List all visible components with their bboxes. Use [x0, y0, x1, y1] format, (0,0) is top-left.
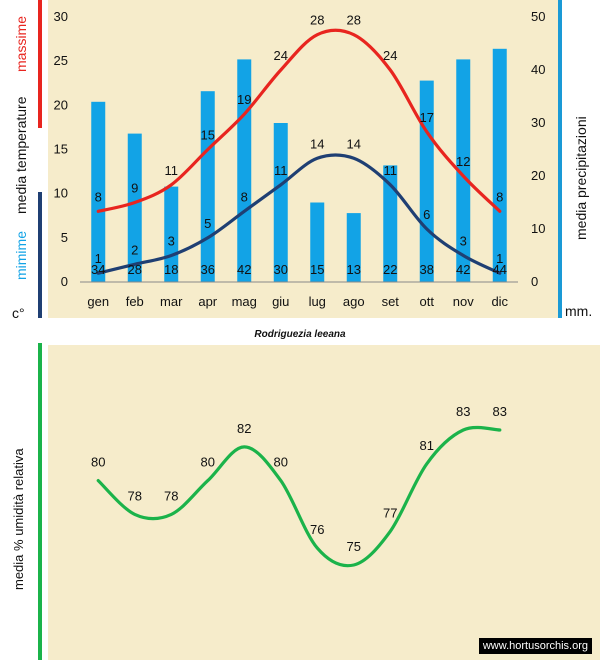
- humidity-label: 81: [420, 438, 434, 453]
- min-temperature-label: 5: [204, 216, 211, 231]
- month-label-lug: lug: [309, 294, 326, 309]
- precipitation-label: 42: [237, 262, 251, 277]
- humidity-label: 80: [201, 455, 215, 470]
- precipitation-bar-giu: [273, 123, 288, 282]
- month-label-gen: gen: [87, 294, 109, 309]
- min-temperature-label: 6: [423, 207, 430, 222]
- min-temperature-label: 3: [168, 234, 175, 249]
- right-tick-label: 10: [531, 221, 545, 236]
- species-subtitle: Rodriguezia leeana: [254, 329, 346, 340]
- axis-title-precipitation: media precipitazioni: [573, 116, 589, 240]
- left-tick-label: 15: [54, 142, 68, 157]
- month-label-ago: ago: [343, 294, 365, 309]
- month-label-nov: nov: [453, 294, 474, 309]
- min-temperature-line: [96, 153, 502, 275]
- left-tick-label: 5: [61, 230, 68, 245]
- month-label-set: set: [382, 294, 400, 309]
- humidity-label: 77: [383, 505, 397, 520]
- humidity-label: 75: [347, 539, 361, 554]
- precipitation-bar-nov: [456, 59, 471, 283]
- precipitation-label: 36: [201, 262, 215, 277]
- min-temperature-label: 8: [241, 189, 248, 204]
- month-label-mag: mag: [232, 294, 257, 309]
- humidity-label: 76: [310, 522, 324, 537]
- precipitation-bar-gen: [91, 101, 106, 282]
- min-temperature-label: 14: [310, 136, 324, 151]
- precipitation-label: 22: [383, 262, 397, 277]
- min-temperature-label: 2: [131, 242, 138, 257]
- watermark-label: www.hortusorchis.org: [478, 638, 592, 654]
- month-label-feb: feb: [126, 294, 144, 309]
- humidity-label: 82: [237, 421, 251, 436]
- min-temperature-label: 11: [274, 163, 288, 178]
- month-label-giu: giu: [272, 294, 289, 309]
- precipitation-bar-lug: [310, 202, 325, 282]
- humidity-label: 83: [456, 404, 470, 419]
- month-label-ott: ott: [420, 294, 435, 309]
- precipitation-label: 28: [128, 262, 142, 277]
- precipitation-label: 42: [456, 262, 470, 277]
- left-tick-label: 20: [54, 97, 68, 112]
- axis-title-min: mimime: [13, 231, 29, 280]
- humidity-label: 80: [274, 455, 288, 470]
- precipitation-label: 13: [347, 262, 361, 277]
- month-label-mar: mar: [160, 294, 183, 309]
- month-label-dic: dic: [491, 294, 508, 309]
- precipitation-label: 18: [164, 262, 178, 277]
- left-tick-label: 25: [54, 53, 68, 68]
- min-temperature-label: 3: [460, 234, 467, 249]
- max-temperature-label: 8: [496, 189, 503, 204]
- right-tick-label: 40: [531, 62, 545, 77]
- left-tick-label: 10: [54, 186, 68, 201]
- humidity-label: 80: [91, 455, 105, 470]
- right-tick-label: 30: [531, 115, 545, 130]
- max-temperature-label: 15: [201, 128, 215, 143]
- min-temperature-label: 11: [384, 163, 398, 178]
- max-temperature-label: 24: [383, 48, 397, 63]
- min-temperature-label: 1: [496, 251, 503, 266]
- precipitation-label: 44: [493, 262, 507, 277]
- max-temperature-label: 8: [95, 189, 102, 204]
- max-temperature-label: 17: [420, 110, 434, 125]
- max-temperature-label: 9: [131, 181, 138, 196]
- right-tick-label: 0: [531, 274, 538, 289]
- max-temperature-label: 28: [310, 13, 324, 28]
- precipitation-bar-dic: [492, 48, 507, 282]
- humidity-label: 78: [128, 488, 142, 503]
- humidity-line: [96, 425, 502, 568]
- humidity-background: [48, 345, 600, 660]
- min-temperature-label: 14: [347, 136, 361, 151]
- left-unit-label: c°: [12, 305, 25, 321]
- humidity-axis-title: media % umidità relativa: [11, 448, 26, 590]
- month-label-apr: apr: [198, 294, 217, 309]
- right-unit-label: mm.: [565, 303, 592, 319]
- precipitation-bar-ago: [346, 213, 361, 282]
- humidity-label: 83: [493, 404, 507, 419]
- max-temperature-line: [96, 28, 502, 213]
- precipitation-label: 38: [420, 262, 434, 277]
- axis-title-temperature: media temperature: [13, 96, 29, 214]
- min-temperature-label: 1: [95, 251, 102, 266]
- precipitation-bar-set: [383, 165, 398, 282]
- precipitation-bar-mag: [237, 59, 252, 283]
- humidity-label: 78: [164, 488, 178, 503]
- max-temperature-label: 11: [165, 163, 179, 178]
- left-tick-label: 30: [54, 9, 68, 24]
- right-tick-label: 50: [531, 9, 545, 24]
- precipitation-label: 34: [91, 262, 105, 277]
- right-tick-label: 20: [531, 168, 545, 183]
- precipitation-bar-feb: [127, 133, 142, 282]
- axis-title-max: massime: [13, 16, 29, 72]
- max-temperature-label: 19: [237, 92, 251, 107]
- left-tick-label: 0: [61, 274, 68, 289]
- max-temperature-label: 12: [456, 154, 470, 169]
- precipitation-label: 30: [274, 262, 288, 277]
- max-temperature-label: 24: [274, 48, 288, 63]
- precipitation-label: 15: [310, 262, 324, 277]
- max-temperature-label: 28: [347, 13, 361, 28]
